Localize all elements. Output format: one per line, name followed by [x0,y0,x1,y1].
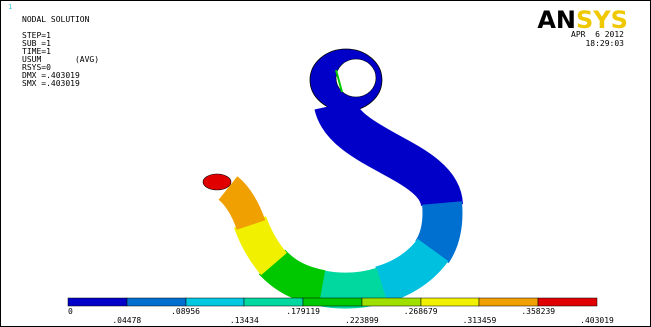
date: APR 6 2012 [571,30,624,39]
colorbar-label: .04478 [112,316,141,325]
colorbar-label: .13434 [230,316,259,325]
colorbar-label: .268679 [404,307,438,316]
colorbar-label: .179119 [286,307,320,316]
colorbar-label: .08956 [171,307,200,316]
screen: 1 NODAL SOLUTION STEP=1SUB =1TIME=1USUM … [0,0,651,327]
colorbar-label: .358239 [521,307,555,316]
info-line: SMX =.403019 [22,79,80,88]
colorbar-label: .223899 [345,316,379,325]
colorbar-label: .313459 [463,316,497,325]
colorbar [68,298,597,306]
ansys-plot: 1 NODAL SOLUTION STEP=1SUB =1TIME=1USUM … [0,0,651,327]
window-number: 1 [8,3,12,11]
colorbar-label: .403019 [580,316,614,325]
colorbar-label: 0 [68,307,73,316]
time: 18:29:03 [585,39,624,48]
info-title: NODAL SOLUTION [22,15,90,24]
